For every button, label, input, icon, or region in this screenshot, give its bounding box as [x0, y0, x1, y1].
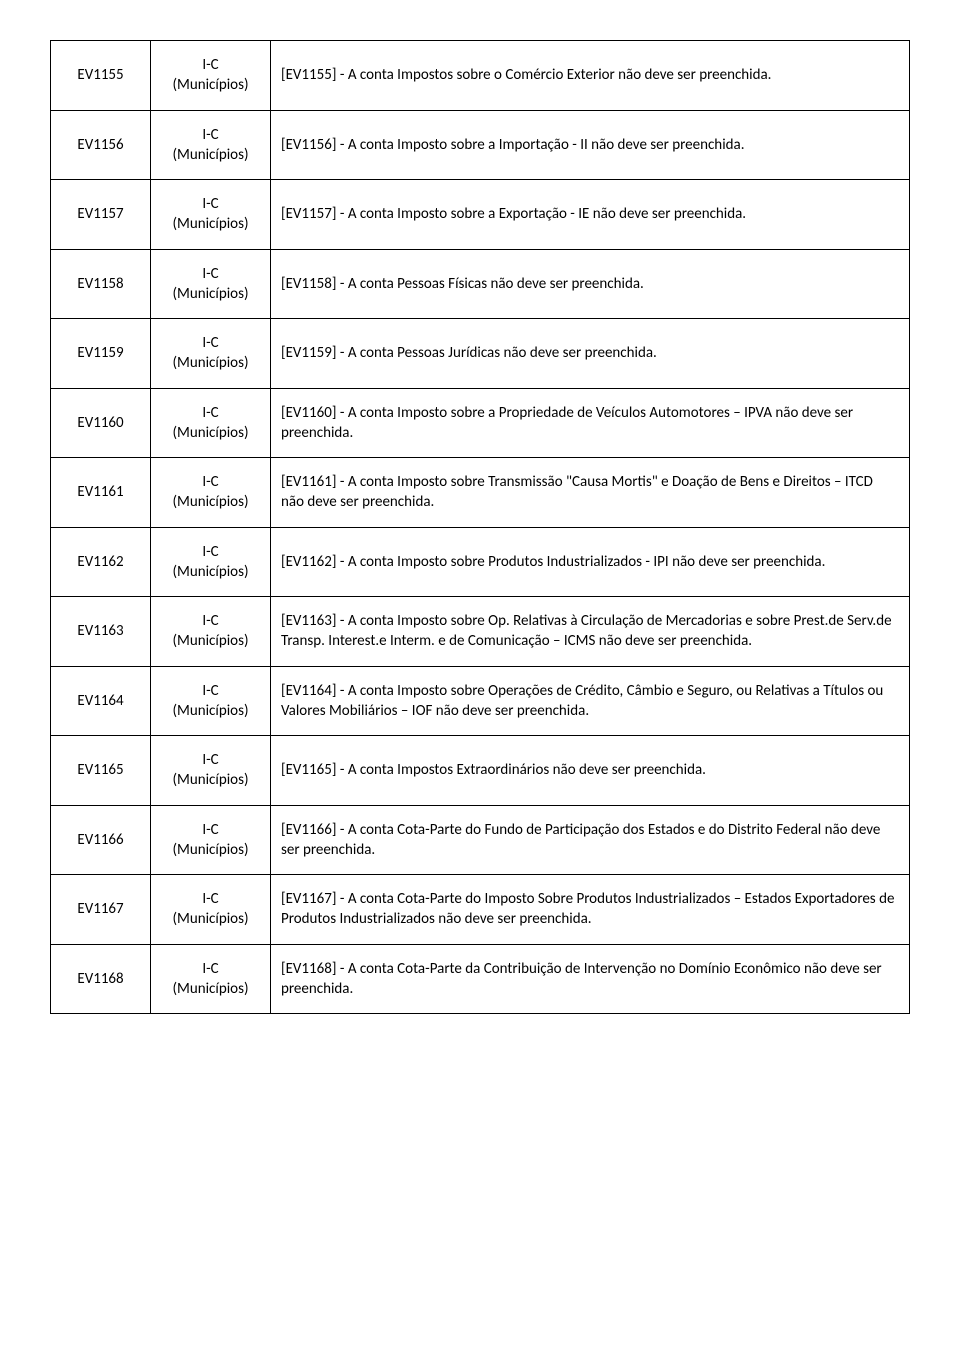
rule-description: [EV1159] - A conta Pessoas Jurídicas não…	[271, 319, 910, 389]
table-row: EV1159I-C(Municípios)[EV1159] - A conta …	[51, 319, 910, 389]
validation-rules-table: EV1155I-C(Municípios)[EV1155] - A conta …	[50, 40, 910, 1014]
table-row: EV1160I-C(Municípios)[EV1160] - A conta …	[51, 388, 910, 458]
scope-line-1: I-C	[159, 611, 262, 631]
scope-line-1: I-C	[159, 403, 262, 423]
rule-code: EV1161	[51, 458, 151, 528]
table-row: EV1166I-C(Municípios)[EV1166] - A conta …	[51, 805, 910, 875]
table-row: EV1167I-C(Municípios)[EV1167] - A conta …	[51, 875, 910, 945]
rule-scope: I-C(Municípios)	[151, 944, 271, 1014]
rule-description: [EV1166] - A conta Cota-Parte do Fundo d…	[271, 805, 910, 875]
rule-code: EV1162	[51, 527, 151, 597]
scope-line-1: I-C	[159, 959, 262, 979]
rule-code: EV1155	[51, 41, 151, 111]
rule-code: EV1165	[51, 736, 151, 806]
rule-code: EV1160	[51, 388, 151, 458]
table-row: EV1158I-C(Municípios)[EV1158] - A conta …	[51, 249, 910, 319]
scope-line-2: (Municípios)	[159, 284, 262, 304]
rule-scope: I-C(Municípios)	[151, 527, 271, 597]
rule-description: [EV1163] - A conta Imposto sobre Op. Rel…	[271, 597, 910, 667]
rule-scope: I-C(Municípios)	[151, 458, 271, 528]
scope-line-2: (Municípios)	[159, 562, 262, 582]
rule-description: [EV1161] - A conta Imposto sobre Transmi…	[271, 458, 910, 528]
rule-description: [EV1164] - A conta Imposto sobre Operaçõ…	[271, 666, 910, 736]
scope-line-1: I-C	[159, 333, 262, 353]
scope-line-2: (Municípios)	[159, 701, 262, 721]
table-row: EV1161I-C(Municípios)[EV1161] - A conta …	[51, 458, 910, 528]
table-row: EV1155I-C(Municípios)[EV1155] - A conta …	[51, 41, 910, 111]
scope-line-1: I-C	[159, 472, 262, 492]
scope-line-1: I-C	[159, 820, 262, 840]
scope-line-2: (Municípios)	[159, 770, 262, 790]
rule-description: [EV1167] - A conta Cota-Parte do Imposto…	[271, 875, 910, 945]
rule-description: [EV1158] - A conta Pessoas Físicas não d…	[271, 249, 910, 319]
scope-line-1: I-C	[159, 194, 262, 214]
scope-line-1: I-C	[159, 55, 262, 75]
scope-line-2: (Municípios)	[159, 75, 262, 95]
scope-line-2: (Municípios)	[159, 353, 262, 373]
scope-line-1: I-C	[159, 889, 262, 909]
table-row: EV1165I-C(Municípios)[EV1165] - A conta …	[51, 736, 910, 806]
rule-scope: I-C(Municípios)	[151, 319, 271, 389]
rule-scope: I-C(Municípios)	[151, 597, 271, 667]
rule-description: [EV1168] - A conta Cota-Parte da Contrib…	[271, 944, 910, 1014]
rule-description: [EV1160] - A conta Imposto sobre a Propr…	[271, 388, 910, 458]
scope-line-2: (Municípios)	[159, 909, 262, 929]
rule-description: [EV1157] - A conta Imposto sobre a Expor…	[271, 180, 910, 250]
rule-scope: I-C(Municípios)	[151, 388, 271, 458]
rule-code: EV1167	[51, 875, 151, 945]
rule-code: EV1163	[51, 597, 151, 667]
table-row: EV1162I-C(Municípios)[EV1162] - A conta …	[51, 527, 910, 597]
scope-line-1: I-C	[159, 125, 262, 145]
rule-scope: I-C(Municípios)	[151, 666, 271, 736]
scope-line-2: (Municípios)	[159, 840, 262, 860]
rule-description: [EV1155] - A conta Impostos sobre o Comé…	[271, 41, 910, 111]
scope-line-1: I-C	[159, 750, 262, 770]
table-row: EV1156I-C(Municípios)[EV1156] - A conta …	[51, 110, 910, 180]
rule-code: EV1156	[51, 110, 151, 180]
scope-line-2: (Municípios)	[159, 979, 262, 999]
rule-scope: I-C(Municípios)	[151, 249, 271, 319]
table-row: EV1168I-C(Municípios)[EV1168] - A conta …	[51, 944, 910, 1014]
scope-line-2: (Municípios)	[159, 145, 262, 165]
rule-scope: I-C(Municípios)	[151, 180, 271, 250]
rule-description: [EV1162] - A conta Imposto sobre Produto…	[271, 527, 910, 597]
rule-code: EV1159	[51, 319, 151, 389]
rule-scope: I-C(Municípios)	[151, 805, 271, 875]
table-row: EV1164I-C(Municípios)[EV1164] - A conta …	[51, 666, 910, 736]
rule-description: [EV1165] - A conta Impostos Extraordinár…	[271, 736, 910, 806]
scope-line-2: (Municípios)	[159, 492, 262, 512]
table-row: EV1163I-C(Municípios)[EV1163] - A conta …	[51, 597, 910, 667]
scope-line-1: I-C	[159, 542, 262, 562]
scope-line-2: (Municípios)	[159, 631, 262, 651]
rule-scope: I-C(Municípios)	[151, 736, 271, 806]
rule-code: EV1168	[51, 944, 151, 1014]
rule-code: EV1166	[51, 805, 151, 875]
rule-code: EV1164	[51, 666, 151, 736]
rule-scope: I-C(Municípios)	[151, 110, 271, 180]
scope-line-2: (Municípios)	[159, 423, 262, 443]
scope-line-1: I-C	[159, 681, 262, 701]
scope-line-2: (Municípios)	[159, 214, 262, 234]
scope-line-1: I-C	[159, 264, 262, 284]
rule-scope: I-C(Municípios)	[151, 41, 271, 111]
rule-description: [EV1156] - A conta Imposto sobre a Impor…	[271, 110, 910, 180]
rule-code: EV1158	[51, 249, 151, 319]
table-row: EV1157I-C(Municípios)[EV1157] - A conta …	[51, 180, 910, 250]
rule-scope: I-C(Municípios)	[151, 875, 271, 945]
rule-code: EV1157	[51, 180, 151, 250]
